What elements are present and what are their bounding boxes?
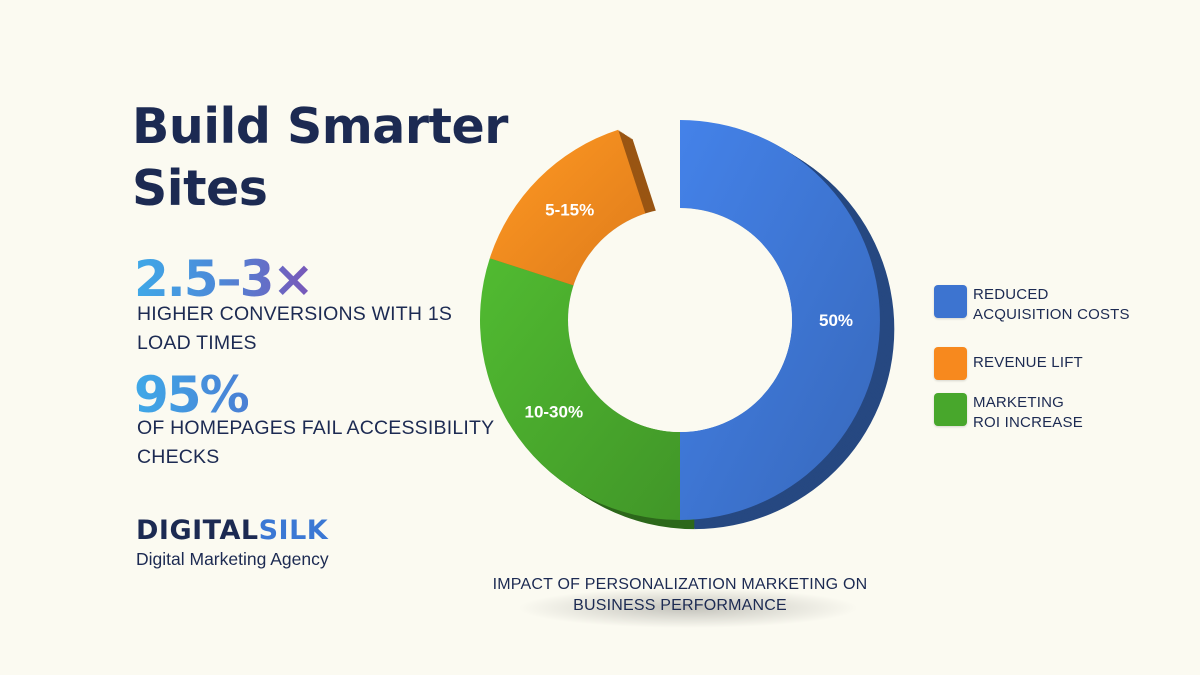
slice-label-layer: 50% 10-30% 5-15%	[524, 201, 853, 422]
donut-chart: 50% 10-30% 5-15%	[480, 120, 895, 628]
legend-swatch-roi	[934, 393, 967, 426]
stat-conversions-caption: HIGHER CONVERSIONS WITH 1S LOAD TIMES	[137, 303, 453, 354]
slice-label-revenue-lift: 5-15%	[545, 201, 594, 220]
slice-label-marketing-roi-increase: 10-30%	[524, 403, 583, 422]
slice-marketing-roi-increase	[480, 258, 680, 520]
legend-item-roi: MARKETING ROI INCREASE	[934, 393, 1093, 433]
stat-accessibility-caption: OF HOMEPAGES FAIL ACCESSIBILITY CHECKS	[137, 417, 494, 468]
legend-item-acquisition: REDUCED ACQUISITION COSTS	[934, 285, 1143, 325]
legend-item-revenue: REVENUE LIFT	[934, 347, 1143, 380]
legend-swatch-acquisition	[934, 285, 967, 318]
brand-logo-part1: DIGITAL	[136, 515, 259, 546]
stat-conversions-value: 2.5–3×	[134, 250, 314, 308]
chart-title: IMPACT OF PERSONALIZATION MARKETING ON B…	[492, 576, 868, 614]
legend-label-acquisition: REDUCED ACQUISITION COSTS	[973, 286, 1130, 323]
legend-label-revenue: REVENUE LIFT	[973, 354, 1083, 371]
stat-accessibility-value: 95%	[134, 366, 250, 424]
legend-label-roi: MARKETING ROI INCREASE	[973, 394, 1083, 431]
slice-top-layer	[480, 120, 880, 520]
brand-logo: DIGITALSILK	[136, 516, 328, 546]
slice-reduced-acquisition-costs	[680, 120, 880, 520]
slice-label-reduced-acquisition-costs: 50%	[819, 311, 853, 330]
slice-revenue-lift	[489, 129, 646, 286]
brand-logo-part2: SILK	[258, 515, 329, 546]
donut-hole	[568, 208, 792, 432]
brand-tagline: Digital Marketing Agency	[136, 549, 329, 569]
legend-swatch-revenue	[934, 347, 967, 380]
chart-shadow	[518, 588, 858, 628]
headline: Build Smarter Sites	[132, 98, 508, 217]
